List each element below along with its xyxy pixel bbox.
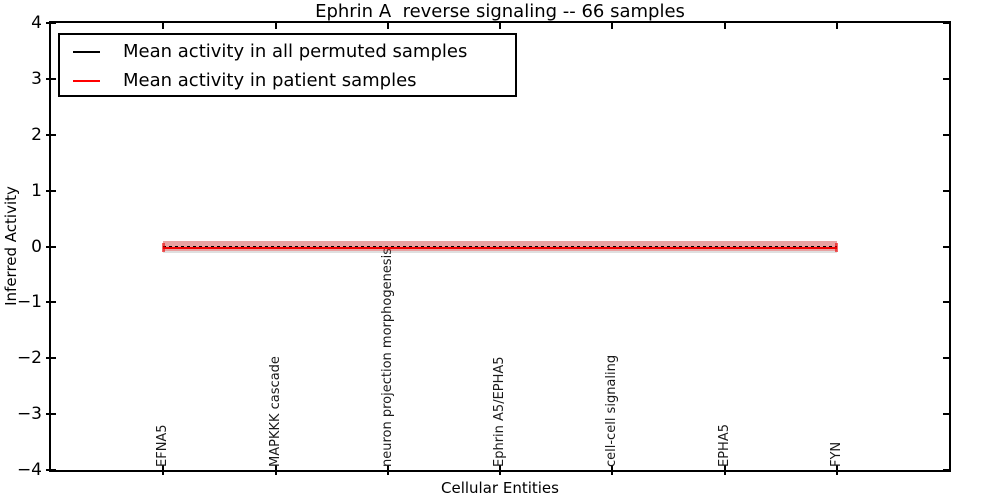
x-axis-title: Cellular Entities <box>441 479 559 497</box>
y-tick-right <box>943 245 949 248</box>
y-tick-labels: 4 3 2 1 0 −1 −2 −3 −4 <box>0 14 42 480</box>
x-tick-top <box>499 23 501 29</box>
y-tick-label: 1 <box>31 180 42 201</box>
x-tick-label: EFNA5 <box>155 424 171 467</box>
y-tick <box>46 469 56 471</box>
x-tick-top <box>162 23 165 29</box>
y-tick <box>46 133 56 136</box>
x-tick-bottom <box>611 465 614 475</box>
y-tick-label: 3 <box>31 68 42 89</box>
y-tick <box>46 413 56 416</box>
series-line <box>163 246 837 249</box>
y-tick-label: 0 <box>31 236 42 257</box>
x-tick-label: neuron projection morphogenesis <box>379 248 395 467</box>
y-tick-right <box>943 413 949 416</box>
x-tick-top <box>386 23 389 29</box>
x-tick-label: EPHA5 <box>716 424 732 467</box>
x-tick-label: Ephrin A5/EPHA5 <box>492 356 507 467</box>
y-tick <box>46 189 56 192</box>
y-tick-label: 4 <box>31 13 42 33</box>
y-tick-right <box>943 22 949 24</box>
x-tick-bottom <box>835 465 838 475</box>
x-tick-bottom <box>386 465 389 475</box>
y-tick <box>46 22 56 24</box>
x-tick-bottom <box>723 465 726 475</box>
line-endcap-right <box>834 242 838 252</box>
y-tick-label: −4 <box>16 460 42 480</box>
y-tick <box>46 357 56 360</box>
y-tick <box>46 245 56 248</box>
legend-label: Mean activity in all permuted samples <box>123 41 468 62</box>
x-tick-label: FYN <box>828 441 844 467</box>
chart-title: Ephrin A reverse signaling -- 66 samples <box>315 1 685 22</box>
x-tick-label: cell-cell signaling <box>604 354 620 467</box>
line-endcap-left <box>162 242 166 252</box>
legend-entry-patient: Mean activity in patient samples <box>60 66 515 95</box>
y-tick-right <box>943 189 949 192</box>
y-tick-right <box>943 77 949 80</box>
y-tick <box>46 77 56 80</box>
x-tick-bottom <box>274 465 277 475</box>
y-tick-label: 2 <box>31 124 42 145</box>
x-tick-top <box>723 23 726 29</box>
x-tick-bottom <box>162 465 165 475</box>
legend-line-swatch-black <box>73 50 100 53</box>
legend: Mean activity in all permuted samples Me… <box>58 33 517 97</box>
y-tick-right <box>943 469 949 471</box>
series-line <box>163 245 837 248</box>
y-tick-right <box>943 301 949 304</box>
y-tick-right <box>943 133 949 136</box>
legend-label: Mean activity in patient samples <box>123 70 417 91</box>
x-tick-top <box>274 23 277 29</box>
plot-area: Mean activity in all permuted samples Me… <box>46 21 951 475</box>
legend-entry-permuted: Mean activity in all permuted samples <box>60 37 515 66</box>
legend-line-swatch-red <box>73 79 100 82</box>
x-tick-label: MAPKKK cascade <box>267 356 283 467</box>
y-tick-label: −3 <box>16 404 42 425</box>
y-tick-label: −1 <box>16 292 42 313</box>
x-tick-top <box>611 23 614 29</box>
y-tick <box>46 301 56 304</box>
y-tick-right <box>943 357 949 360</box>
x-tick-top <box>835 23 838 29</box>
y-tick-label: −2 <box>16 348 42 369</box>
x-tick-bottom <box>499 465 501 475</box>
